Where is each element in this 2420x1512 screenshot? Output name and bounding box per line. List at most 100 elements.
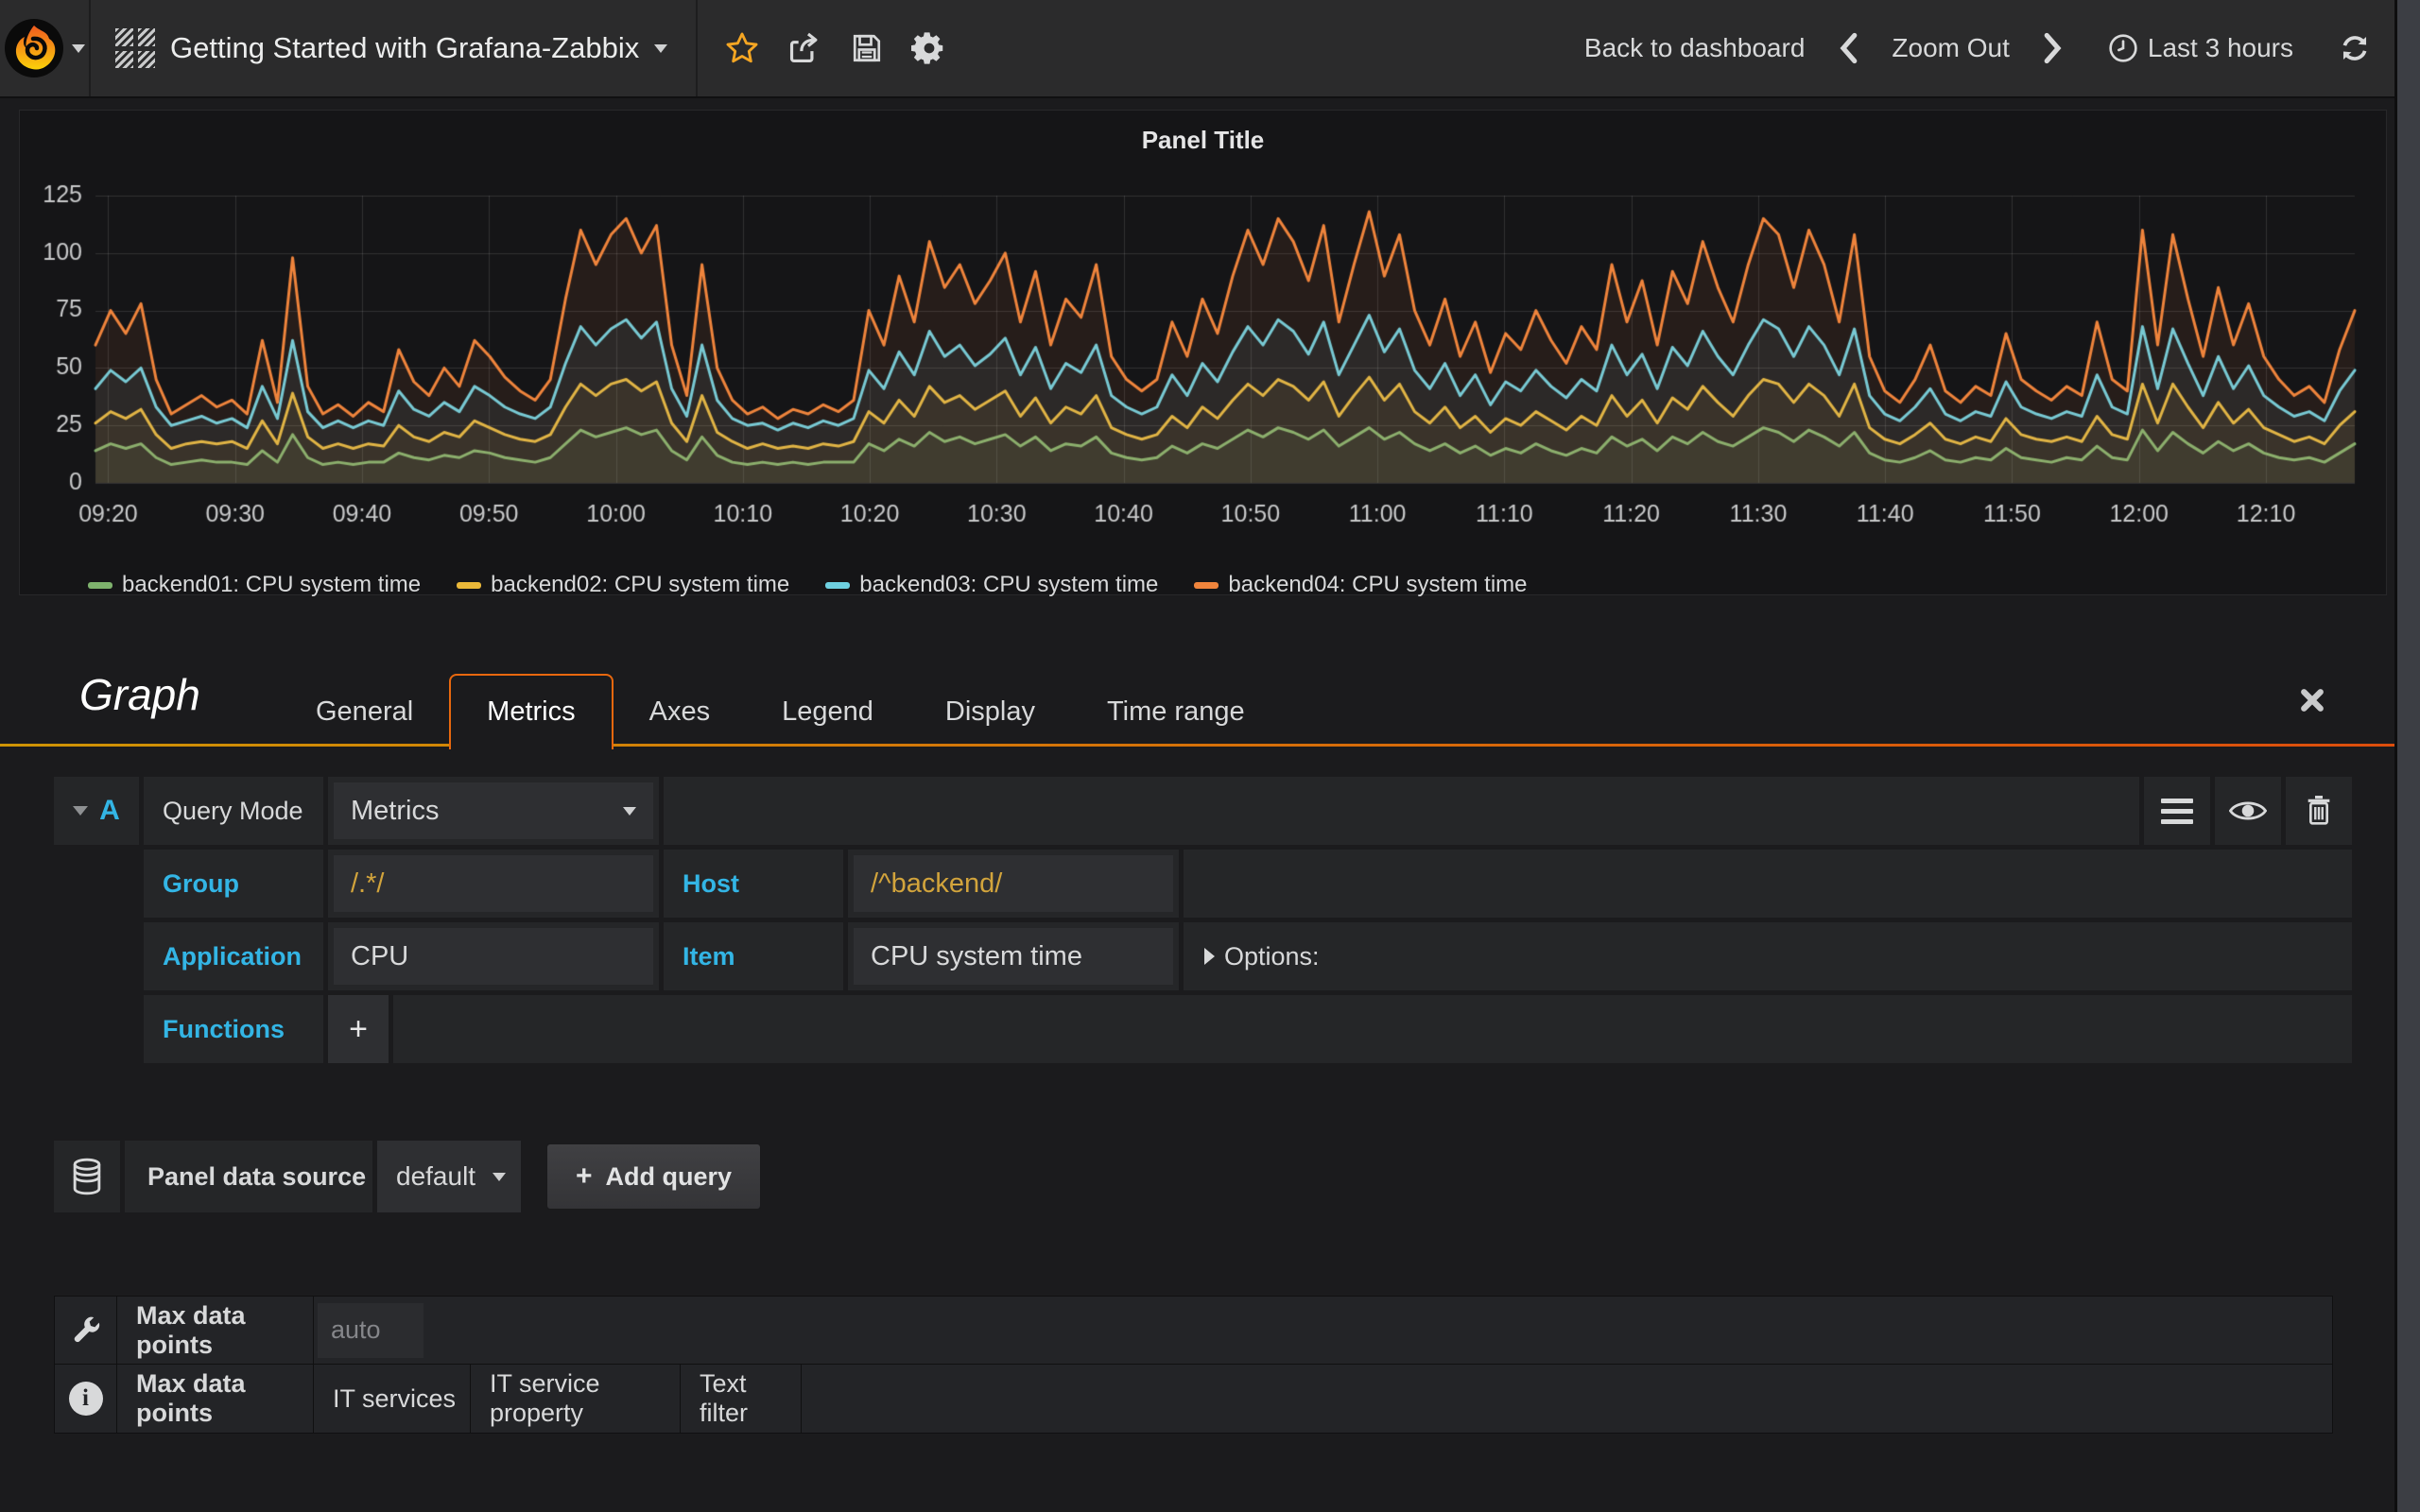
item-cell: CPU system time — [848, 922, 1179, 990]
legend-color-dash — [825, 582, 850, 589]
host-label: Host — [664, 850, 843, 918]
tab-axes[interactable]: Axes — [614, 676, 746, 747]
refresh-icon — [2339, 32, 2371, 64]
application-input[interactable]: CPU — [334, 928, 653, 985]
legend-item-backend01[interactable]: backend01: CPU system time — [88, 572, 421, 598]
save-icon — [850, 31, 884, 65]
tab-time-range[interactable]: Time range — [1071, 676, 1281, 747]
help-tab-text-filter[interactable]: Text filter — [681, 1365, 802, 1433]
query-row-filler — [1184, 850, 2352, 918]
tab-display[interactable]: Display — [909, 676, 1071, 747]
query-row-mode: A Query Mode Metrics — [54, 777, 2352, 845]
chevron-down-icon — [623, 807, 636, 816]
datasource-label: Panel data source — [125, 1141, 372, 1212]
legend-item-backend02[interactable]: backend02: CPU system time — [457, 572, 789, 598]
group-label: Group — [144, 850, 323, 918]
item-label: Item — [664, 922, 843, 990]
help-tab-it-service-property[interactable]: IT service property — [471, 1365, 681, 1433]
panel-editor: Graph General Metrics Axes Legend Displa… — [0, 660, 2394, 1434]
close-editor-button[interactable] — [2298, 686, 2326, 719]
legend-label: backend01: CPU system time — [122, 572, 421, 598]
query-mode-cell: Metrics — [328, 777, 659, 845]
tab-general[interactable]: General — [280, 676, 449, 747]
top-navbar: Getting Started with Grafana-Zabbix Back… — [0, 0, 2420, 98]
time-series-chart[interactable] — [33, 162, 2368, 566]
grafana-logo-button[interactable] — [0, 0, 91, 96]
info-icon: i — [69, 1382, 103, 1416]
dashboard-title-button[interactable]: Getting Started with Grafana-Zabbix — [91, 0, 698, 96]
legend-label: backend03: CPU system time — [859, 572, 1158, 598]
dashboard-title: Getting Started with Grafana-Zabbix — [170, 31, 639, 65]
tab-underline — [0, 744, 2394, 747]
options-toggle[interactable]: Options: — [1184, 942, 1320, 971]
chevron-down-icon — [654, 44, 667, 53]
chevron-right-icon — [2042, 32, 2065, 64]
query-ref-letter: A — [99, 795, 120, 827]
help-tab-it-services[interactable]: IT services — [314, 1365, 471, 1433]
query-row-group-host: Group /.*/ Host /^backend/ — [54, 850, 2352, 918]
host-cell: /^backend/ — [848, 850, 1179, 918]
group-value: /.*/ — [351, 868, 384, 900]
time-shift-left-button[interactable] — [1831, 32, 1865, 64]
datasource-value: default — [396, 1161, 475, 1192]
add-query-button[interactable]: + Add query — [546, 1143, 761, 1210]
query-row-filler — [393, 995, 2352, 1063]
max-data-points-label: Max data points — [117, 1297, 314, 1364]
panel-title[interactable]: Panel Title — [20, 126, 2386, 155]
zoom-out-button[interactable]: Zoom Out — [1878, 33, 2022, 63]
legend-label: backend04: CPU system time — [1228, 572, 1527, 598]
item-input[interactable]: CPU system time — [854, 928, 1173, 985]
plus-icon: + — [576, 1160, 593, 1193]
chevron-left-icon — [1837, 32, 1859, 64]
row-indent — [54, 850, 139, 918]
options-cell: Options: — [1184, 922, 2352, 990]
page-scrollbar[interactable] — [2394, 0, 2420, 1512]
navbar-right-controls: Back to dashboard Zoom Out Last 3 hours — [1571, 0, 2420, 96]
editor-tabs: General Metrics Axes Legend Display Time… — [280, 674, 1281, 747]
query-delete-button[interactable] — [2286, 777, 2352, 845]
add-function-button[interactable]: + — [328, 995, 389, 1063]
legend-item-backend03[interactable]: backend03: CPU system time — [825, 572, 1158, 598]
menu-icon — [2161, 799, 2193, 824]
wrench-icon — [70, 1314, 102, 1347]
options-label: Options: — [1224, 942, 1320, 971]
database-icon — [70, 1158, 104, 1195]
help-tab-max-data-points[interactable]: Max data points — [117, 1365, 314, 1433]
back-to-dashboard-button[interactable]: Back to dashboard — [1571, 33, 1819, 63]
settings-button[interactable] — [898, 0, 960, 96]
eye-icon — [2229, 798, 2267, 824]
time-range-picker-button[interactable]: Last 3 hours — [2100, 33, 2301, 63]
tab-metrics[interactable]: Metrics — [449, 674, 613, 749]
tab-legend[interactable]: Legend — [746, 676, 909, 747]
save-button[interactable] — [836, 0, 898, 96]
panel-type-title: Graph — [79, 669, 200, 720]
time-shift-right-button[interactable] — [2036, 32, 2070, 64]
clock-icon — [2108, 33, 2138, 63]
group-cell: /.*/ — [328, 850, 659, 918]
share-icon — [786, 30, 822, 66]
settings-icon-cell — [55, 1297, 117, 1364]
query-mode-select[interactable]: Metrics — [334, 782, 653, 839]
refresh-button[interactable] — [2333, 32, 2377, 64]
grafana-logo-icon — [4, 18, 64, 78]
query-menu-button[interactable] — [2144, 777, 2210, 845]
row-indent — [54, 995, 139, 1063]
editor-header: Graph General Metrics Axes Legend Displa… — [0, 660, 2394, 747]
group-input[interactable]: /.*/ — [334, 855, 653, 912]
max-data-points-input[interactable] — [318, 1303, 424, 1358]
datasource-icon-cell — [54, 1141, 120, 1212]
collapse-caret-icon — [73, 806, 88, 816]
chevron-down-icon — [72, 44, 85, 53]
query-ref-toggle[interactable]: A — [54, 777, 139, 845]
legend-item-backend04[interactable]: backend04: CPU system time — [1194, 572, 1527, 598]
query-toggle-visibility-button[interactable] — [2215, 777, 2281, 845]
host-input[interactable]: /^backend/ — [854, 855, 1173, 912]
datasource-select[interactable]: default — [377, 1141, 521, 1212]
triangle-right-icon — [1204, 948, 1215, 965]
share-button[interactable] — [773, 0, 836, 96]
query-row-application-item: Application CPU Item CPU system time Opt… — [54, 922, 2352, 990]
chevron-down-icon — [493, 1173, 506, 1181]
help-tabs-row: i Max data points IT services IT service… — [55, 1365, 2332, 1433]
star-button[interactable] — [711, 0, 773, 96]
legend-label: backend02: CPU system time — [491, 572, 789, 598]
